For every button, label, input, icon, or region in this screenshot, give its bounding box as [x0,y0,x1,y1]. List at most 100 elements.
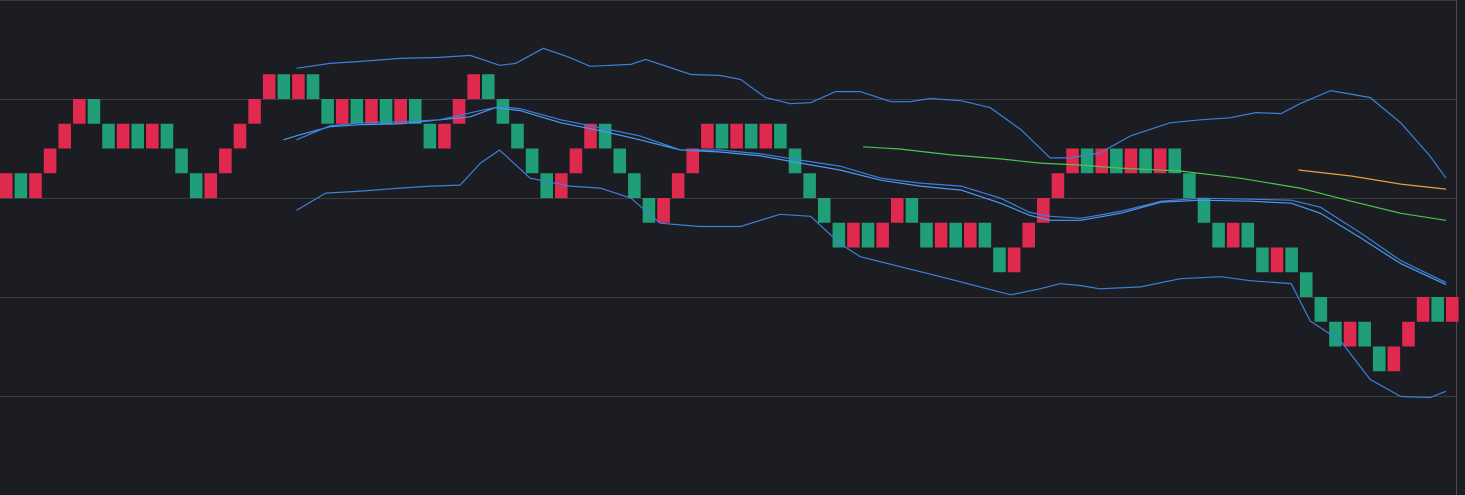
renko-brick [817,198,831,223]
renko-brick [701,123,714,149]
renko-brick [1241,222,1255,248]
renko-brick [248,99,261,124]
indicator-line [296,47,1447,179]
renko-brick [774,123,787,149]
renko-brick [949,222,962,248]
renko-brick [1110,148,1123,174]
renko-brick [715,123,729,149]
renko-brick [73,99,86,124]
renko-brick [14,173,28,198]
renko-brick [496,99,510,124]
renko-brick [262,74,276,99]
renko-brick [1183,173,1196,198]
renko-brick [438,123,451,149]
renko-brick [1416,297,1430,322]
renko-brick [58,123,71,149]
indicator-line [863,146,1447,221]
indicator-line [296,149,1447,399]
renko-brick [29,173,42,198]
renko-brick [832,222,846,248]
renko-brick [160,123,174,149]
renko-brick [1124,148,1138,174]
renko-brick [905,198,919,223]
renko-brick [189,173,203,198]
renko-brick [365,99,378,124]
renko-brick [1168,148,1182,174]
renko-brick [321,99,334,124]
renko-brick [1226,222,1240,248]
renko-brick [993,247,1006,273]
renko-brick [1314,297,1328,322]
renko-brick [1080,148,1094,174]
renko-brick [686,148,700,174]
renko-brick [788,148,802,174]
renko-brick [1212,222,1225,248]
renko-brick [525,148,539,174]
renko-brick [613,148,627,174]
renko-brick [628,173,641,198]
renko-brick [1270,247,1284,273]
renko-brick [803,173,816,198]
renko-brick [175,148,188,174]
renko-brick [1022,222,1035,248]
renko-brick [1197,198,1211,223]
renko-brick [657,198,670,223]
renko-brick [1343,321,1357,347]
renko-brick [87,99,101,124]
renko-brick [292,74,305,99]
renko-brick [1153,148,1167,174]
renko-brick [876,222,889,248]
renko-brick [847,222,860,248]
renko-brick [861,222,875,248]
renko-brick [379,99,393,124]
renko-brick [146,123,159,149]
renko-brick [1431,297,1444,322]
renko-brick [890,198,904,223]
renko-brick [116,123,130,149]
renko-brick [744,123,758,149]
renko-brick [482,74,495,99]
renko-brick [350,99,364,124]
indicator-line [283,107,1447,286]
renko-brick [569,148,583,174]
renko-brick [131,123,145,149]
renko-brick [978,222,992,248]
renko-brick [204,173,218,198]
renko-brick [1066,148,1079,174]
renko-brick [555,173,568,198]
renko-brick [1299,272,1313,297]
renko-brick [306,74,320,99]
renko-brick [1402,321,1415,347]
renko-brick [423,123,437,149]
renko-brick [1387,346,1401,372]
renko-brick [102,123,115,149]
renko-brick [1139,148,1152,174]
renko-brick [1358,321,1371,347]
renko-brick [233,123,247,149]
renko-brick [964,222,977,248]
renko-brick [219,148,232,174]
indicator-line [296,106,1447,284]
renko-brick [277,74,291,99]
renko-brick [1007,247,1021,273]
renko-brick [0,173,13,198]
renko-brick [1285,247,1298,273]
renko-brick [1446,297,1459,322]
renko-brick [1372,346,1386,372]
renko-brick [1051,173,1065,198]
renko-brick [408,99,422,124]
renko-brick [43,148,57,174]
renko-brick [1256,247,1269,273]
renko-brick [335,99,349,124]
renko-brick [467,74,480,99]
renko-brick [511,123,524,149]
renko-brick [540,173,553,198]
renko-brick [934,222,948,248]
renko-brick [1037,198,1050,223]
renko-brick [452,99,466,124]
indicator-line [1298,169,1447,190]
renko-brick [759,123,773,149]
renko-brick [394,99,407,124]
renko-brick [920,222,933,248]
